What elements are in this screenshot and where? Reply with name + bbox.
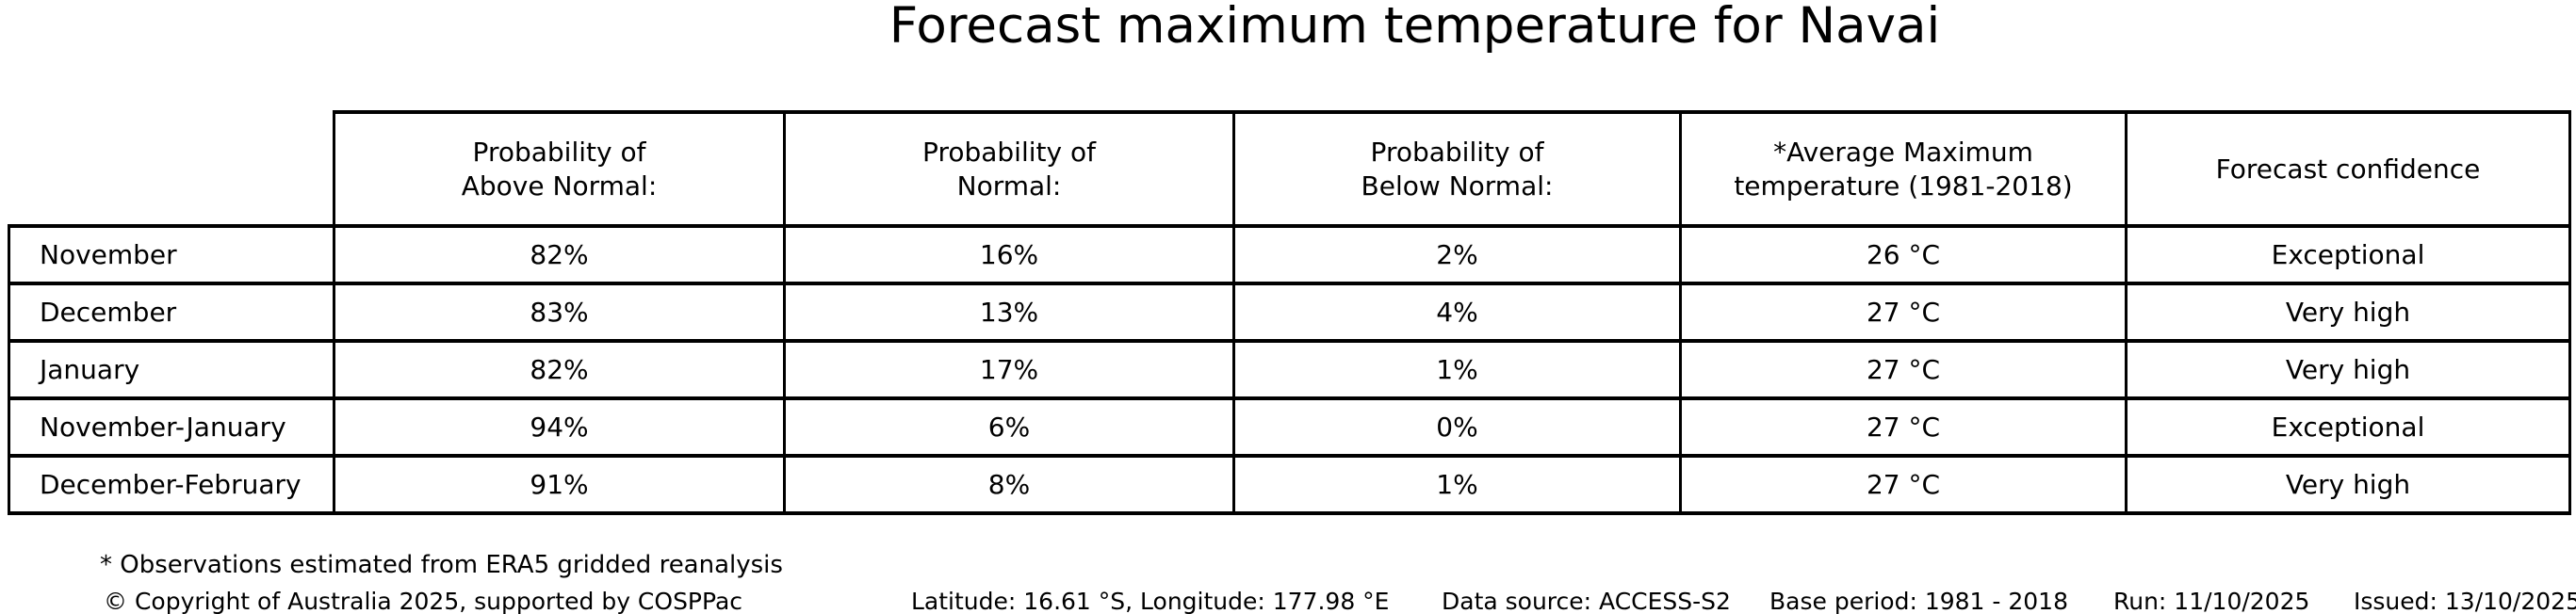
table-cell-normal: 13% [783,282,1235,343]
run-date-text: Run: 11/10/2025 [2113,588,2310,614]
table-cell-normal: 16% [783,224,1235,285]
column-header-normal: Probability of Normal: [783,110,1235,228]
row-label: December-February [8,454,335,515]
table-cell-average-max-temp: 27 °C [1679,339,2128,400]
table-row-november-january: November-January 94% 6% 0% 27 °C Excepti… [8,396,2571,458]
table-row-december: December 83% 13% 4% 27 °C Very high [8,282,2571,343]
column-header-above-normal: Probability of Above Normal: [333,110,786,228]
table-cell-normal: 8% [783,454,1235,515]
header-row: Probability of Above Normal: Probability… [9,110,2571,228]
copyright-text: © Copyright of Australia 2025, supported… [104,588,743,614]
table-row-january: January 82% 17% 1% 27 °C Very high [8,339,2571,400]
table-cell-above-normal: 83% [333,282,786,343]
table-cell-average-max-temp: 27 °C [1679,396,2128,458]
page-title: Forecast maximum temperature for Navai [889,0,1941,55]
data-source-text: Data source: ACCESS-S2 [1442,588,1731,614]
table-cell-above-normal: 82% [333,339,786,400]
location-text: Latitude: 16.61 °S, Longitude: 177.98 °E [911,588,1390,614]
column-header-forecast-confidence: Forecast confidence [2125,110,2571,228]
table-cell-average-max-temp: 27 °C [1679,282,2128,343]
table-cell-average-max-temp: 27 °C [1679,454,2128,515]
table-cell-below-normal: 4% [1232,282,1682,343]
table-cell-above-normal: 94% [333,396,786,458]
table-cell-confidence: Exceptional [2125,224,2571,285]
table-cell-below-normal: 1% [1232,339,1682,400]
table-cell-normal: 6% [783,396,1235,458]
table-cell-average-max-temp: 26 °C [1679,224,2128,285]
table-cell-below-normal: 2% [1232,224,1682,285]
table-cell-normal: 17% [783,339,1235,400]
column-header-below-normal: Probability of Below Normal: [1232,110,1682,228]
table-cell-above-normal: 82% [333,224,786,285]
base-period-text: Base period: 1981 - 2018 [1769,588,2068,614]
column-header-average-max-temp: *Average Maximum temperature (1981-2018) [1679,110,2128,228]
forecast-table: Probability of Above Normal: Probability… [8,110,2571,515]
table-cell-confidence: Very high [2125,454,2571,515]
observations-note: * Observations estimated from ERA5 gridd… [100,551,783,579]
table-row-november: November 82% 16% 2% 26 °C Exceptional [8,224,2571,285]
table-row-december-february: December-February 91% 8% 1% 27 °C Very h… [8,454,2571,515]
table-cell-below-normal: 1% [1232,454,1682,515]
table-cell-above-normal: 91% [333,454,786,515]
table-cell-confidence: Very high [2125,282,2571,343]
table-cell-below-normal: 0% [1232,396,1682,458]
table-cell-confidence: Very high [2125,339,2571,400]
row-label: November-January [8,396,335,458]
table-cell-confidence: Exceptional [2125,396,2571,458]
header-blank-cell [9,112,334,226]
issued-date-text: Issued: 13/10/2025 [2354,588,2576,614]
row-label: December [8,282,335,343]
row-label: January [8,339,335,400]
row-label: November [8,224,335,285]
